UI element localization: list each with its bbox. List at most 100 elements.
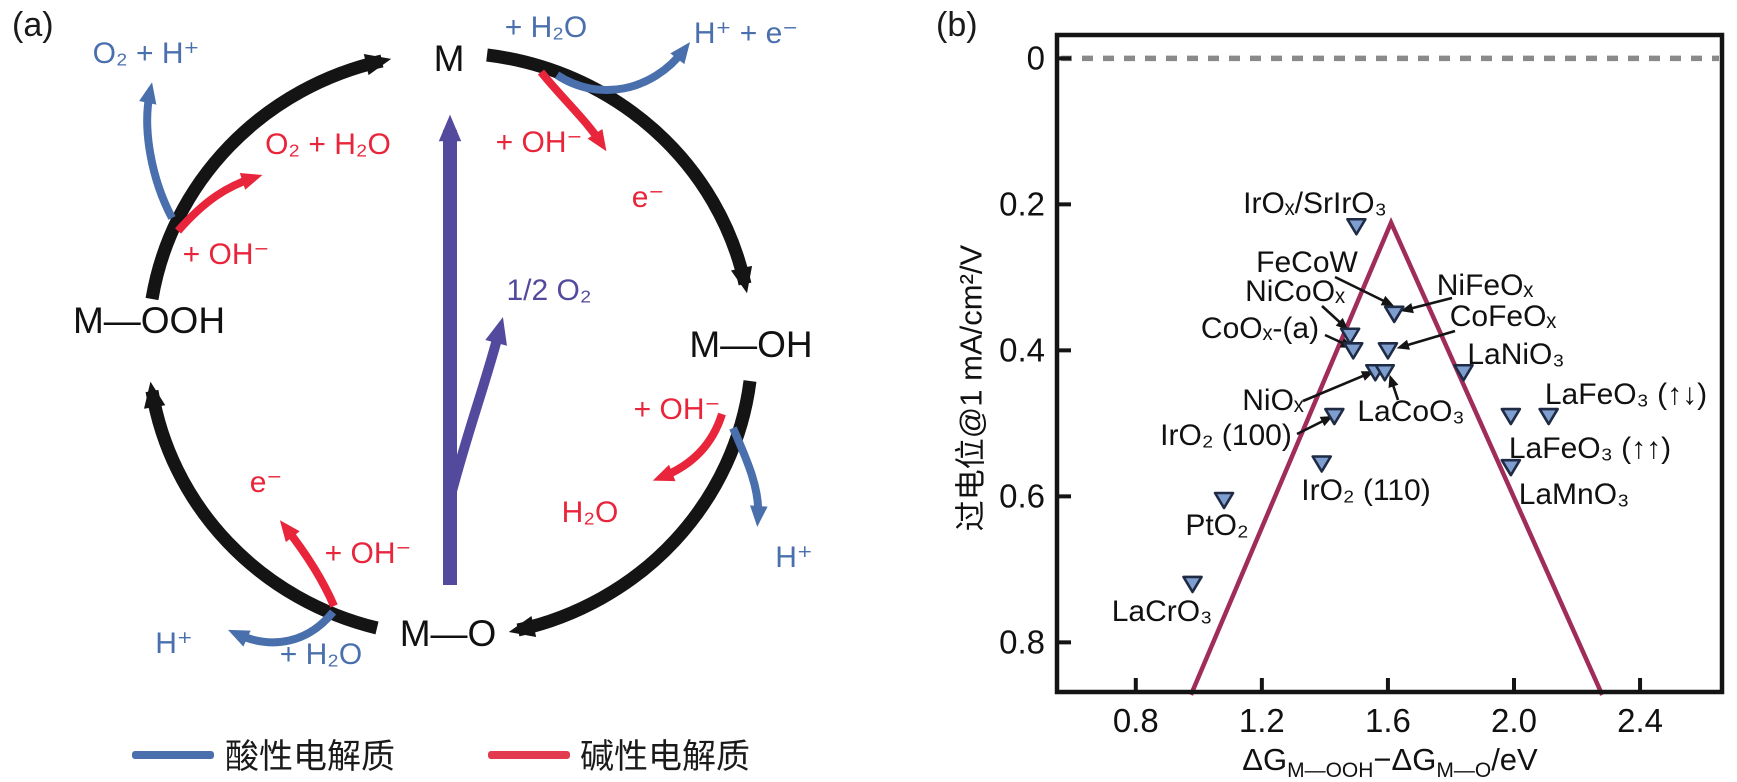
acid-arrows [139,42,768,647]
alkaline-arrow-top-left [174,172,263,234]
data-point-label: NiOₓ [1242,384,1304,417]
data-point-label: LaFeO₃ (↑↓) [1545,378,1707,411]
data-point-label: NiCoOₓ [1245,275,1345,308]
data-point-label: PtO₂ [1185,509,1248,542]
x-tick-label: 2.4 [1617,702,1663,739]
label-pointer-arrow [1296,415,1334,436]
data-point-marker [1182,575,1203,594]
data-point-marker [1374,363,1396,382]
legend-acid-label: 酸性电解质 [225,738,395,776]
data-point-label: IrO₂ (100) [1160,419,1292,452]
label-o2-h2o: O₂ + H₂O [265,128,391,161]
acid-arrow-bottom-right [729,426,768,527]
y-tick-label: 0.2 [999,185,1045,222]
y-tick-label: 0.4 [999,331,1045,368]
x-tick-label: 1.2 [1239,702,1285,739]
data-point-marker [1324,407,1345,426]
data-point-label: LaCrO₃ [1112,595,1213,628]
data-point-marker [1500,407,1522,426]
x-title-sub1: M—OOH [1287,759,1374,782]
label-plus-oh-right: + OH⁻ [634,393,721,426]
x-tick-label: 1.6 [1365,702,1411,739]
data-point-marker [1213,491,1235,510]
arc-moh-to-mo-arrow [508,380,757,638]
x-title-sub2: M—O [1436,759,1492,782]
label-plus-oh-top: + OH⁻ [496,126,583,159]
data-point-marker [1453,363,1474,382]
data-point-label: LaNiO₃ [1467,338,1564,371]
alkaline-arrow-bottom-left [279,520,338,608]
label-pointer-arrow [1334,275,1395,307]
label-pointer-arrow [1388,374,1400,401]
data-point-marker [1342,342,1364,360]
y-tick-label: 0.8 [999,623,1045,660]
node-mo: M—O [400,613,497,654]
plot-frame [1054,32,1725,695]
data-point-label: LaCoO₃ [1357,395,1464,428]
panel-a-cycle-diagram: M M—OH M—O M—OOH O₂ + H⁺ + H₂O H⁺ + e⁻ O… [73,11,813,776]
o2-branch-arrow [446,317,507,497]
x-tick-label: 2.0 [1491,702,1537,739]
label-pointer-arrow [1396,329,1456,350]
y-tick-label: 0.6 [999,477,1045,514]
plot-data-layer: IrOₓ/SrIrO₃ FeCoW NiFeOₓ NiCoOₓ CoOₓ-(a) CoFe… [1112,187,1707,628]
data-point-label: FeCoW [1256,246,1358,279]
label-h2o-right: H₂O [562,496,619,529]
x-title-dg1: ΔG [1242,742,1288,777]
data-point-marker [1377,342,1399,360]
label-o2-hplus: O₂ + H⁺ [93,37,200,70]
y-axis-title: 过电位@1 mA/cm²/V [953,244,989,532]
acid-arrow-bottom-left [227,609,337,647]
label-eminus-top: e⁻ [632,181,665,214]
volcano-activity-lines [1188,216,1605,696]
data-point-label: IrO₂ (110) [1301,474,1430,507]
node-mooh: M—OOH [73,300,225,341]
data-point-marker [1538,407,1559,426]
label-plus-h2o-top: + H₂O [505,11,588,44]
data-point-marker [1339,327,1361,346]
data-point-marker [1383,305,1405,324]
data-point-label: CoOₓ-(a) [1201,312,1319,345]
panel-a-label: (a) [12,6,54,44]
x-title-dg2: −ΔG [1373,742,1437,777]
data-point-marker [1346,217,1367,236]
panel-b-volcano-plot: 0.8 1.2 1.6 2.0 2.4 0 0.2 0.4 0.6 0.8 IrOₓ/SrIrO₃… [999,32,1725,739]
label-plus-h2o-bottom: + H₂O [280,638,363,671]
label-pointer-arrow [1400,296,1453,314]
acid-arrow-top-right [554,42,691,95]
label-hplus-bottom: H⁺ [155,627,193,660]
data-point-label: IrOₓ/SrIrO₃ [1243,187,1387,220]
alkaline-arrow-top-right [537,69,607,152]
legend-acid-line [132,751,214,759]
data-point-label: LaMnO₃ [1519,478,1630,511]
arc-mo-to-mooh-arrow [144,381,379,635]
legend-alkaline-label: 碱性电解质 [580,738,750,776]
oxygen-release-arrows [438,114,507,585]
x-tick-label: 0.8 [1113,702,1159,739]
alkaline-arrow-right [652,412,726,482]
alkaline-arrows [174,69,726,608]
plot-frame-layer: 0.8 1.2 1.6 2.0 2.4 0 0.2 0.4 0.6 0.8 [999,32,1725,739]
plot-background-layer [1061,55,1719,696]
label-hplus-eminus: H⁺ + e⁻ [694,17,798,50]
panel-a-legend: 酸性电解质 碱性电解质 [132,738,750,776]
data-point-label: CoFeOₓ [1450,300,1557,333]
label-plus-oh-left: + OH⁻ [183,238,270,271]
data-point-label: LaFeO₃ (↑↑) [1509,432,1671,465]
label-half-o2: 1/2 O₂ [506,274,591,307]
data-point-marker [1500,458,1522,477]
legend-alkaline-line [488,751,570,759]
label-hplus-right: H⁺ [775,541,813,574]
data-point-marker [1311,455,1333,473]
arc-mooh-to-m-arrow [145,54,392,301]
x-axis-title: ΔGM—OOH−ΔGM—O/eV [1242,742,1537,782]
label-eminus-bottom: e⁻ [250,466,283,499]
label-pointer-arrow [1302,371,1375,403]
x-title-unit: /eV [1491,742,1538,777]
data-point-label: NiFeOₓ [1437,269,1534,302]
arc-m-to-moh-arrow [486,48,753,294]
y-tick-label: 0 [1027,39,1045,76]
label-plus-oh-bottom: + OH⁻ [325,537,412,570]
acid-arrow-top-left [139,82,176,220]
